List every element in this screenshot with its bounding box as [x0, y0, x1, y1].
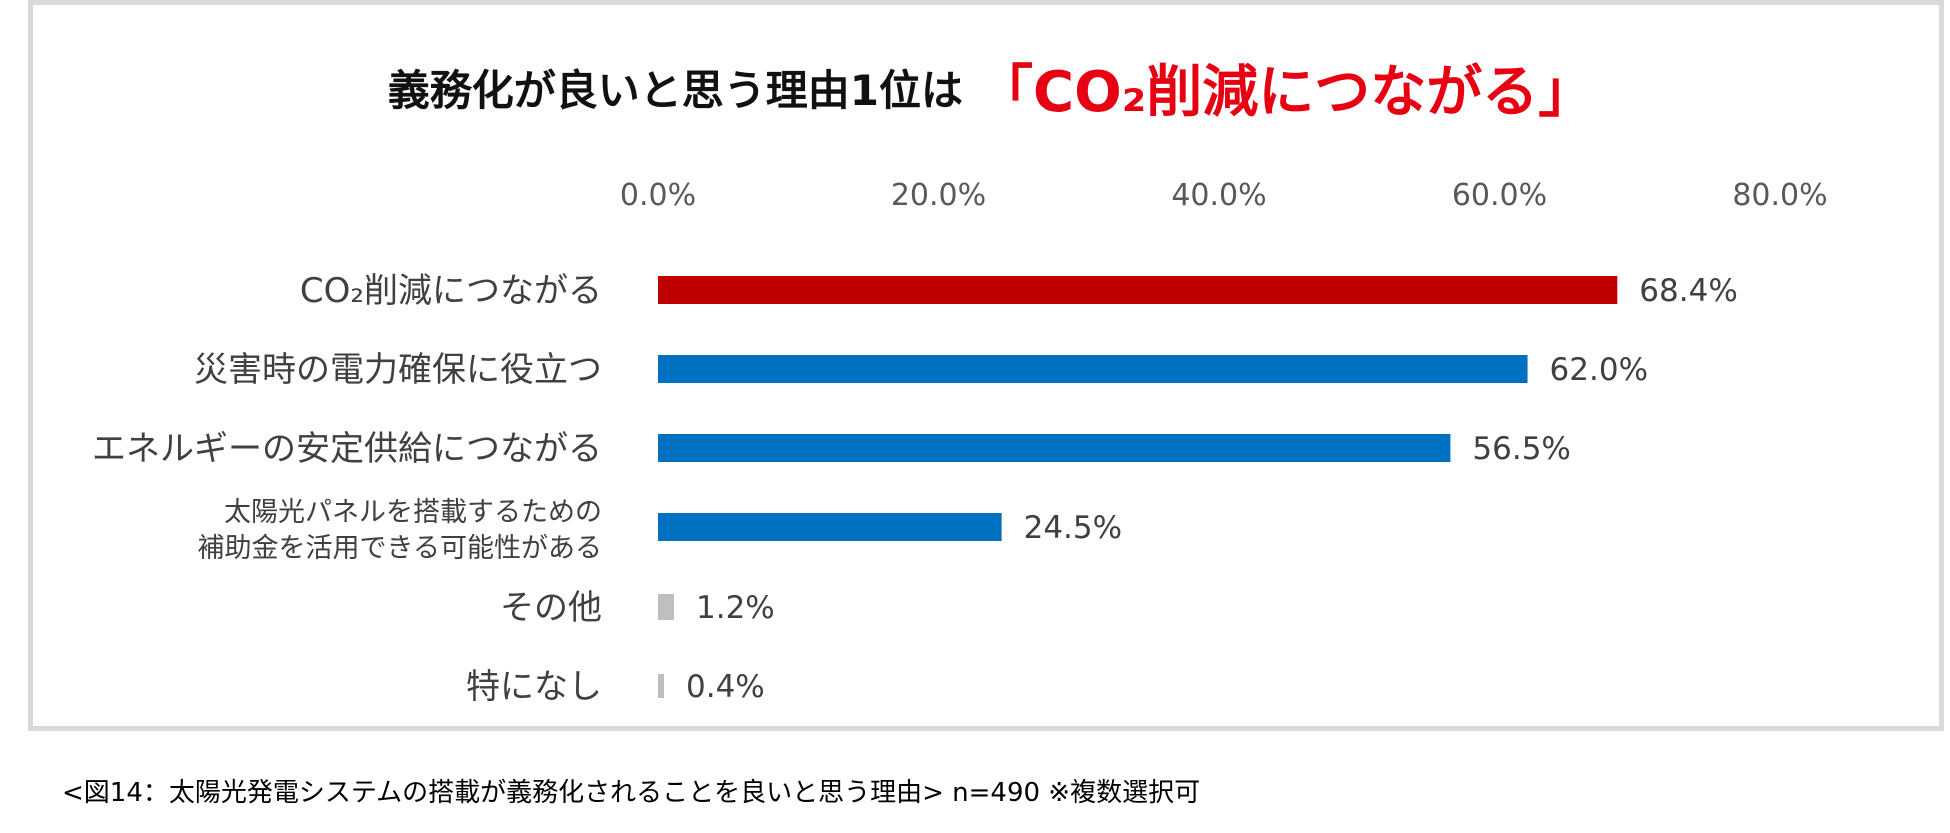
x-tick-label: 40.0%: [1171, 178, 1266, 213]
bar: [658, 276, 1618, 304]
x-tick-label: 0.0%: [620, 178, 696, 213]
category-label: エネルギーの安定供給につながる: [92, 429, 602, 469]
bar: [658, 674, 664, 698]
data-label: 68.4%: [1639, 273, 1737, 309]
category-label: 特になし: [466, 667, 602, 707]
figure-caption: <図14：太陽光発電システムの搭載が義務化されることを良いと思う理由> n=49…: [62, 778, 1201, 808]
title-highlight: 「CO₂削減につながる」: [977, 60, 1595, 125]
category-label: 太陽光パネルを搭載するための: [224, 497, 602, 528]
bar: [658, 594, 674, 620]
x-tick-label: 60.0%: [1452, 178, 1547, 213]
x-tick-label: 80.0%: [1732, 178, 1827, 213]
category-label: 災害時の電力確保に役立つ: [194, 350, 602, 390]
data-label: 62.0%: [1550, 352, 1648, 388]
bar: [658, 355, 1528, 383]
bar: [658, 513, 1002, 541]
data-label: 0.4%: [686, 669, 765, 705]
title-prefix: 義務化が良いと思う理由1位は: [387, 66, 963, 115]
category-label: その他: [500, 588, 602, 628]
data-label: 56.5%: [1472, 431, 1570, 467]
chart-frame: 義務化が良いと思う理由1位は 「CO₂削減につながる」: [28, 0, 1944, 731]
bar: [658, 434, 1451, 462]
bar-chart: 0.0% 20.0% 40.0% 60.0% 80.0% 68.4% CO₂削減につながる 6…: [92, 178, 1828, 707]
chart-title: 義務化が良いと思う理由1位は 「CO₂削減につながる」: [33, 47, 1949, 128]
data-label: 24.5%: [1024, 510, 1122, 546]
category-label: CO₂削減につながる: [300, 271, 602, 311]
x-tick-label: 20.0%: [891, 178, 986, 213]
data-label: 1.2%: [696, 590, 775, 626]
category-label: 補助金を活用できる可能性がある: [198, 533, 602, 564]
